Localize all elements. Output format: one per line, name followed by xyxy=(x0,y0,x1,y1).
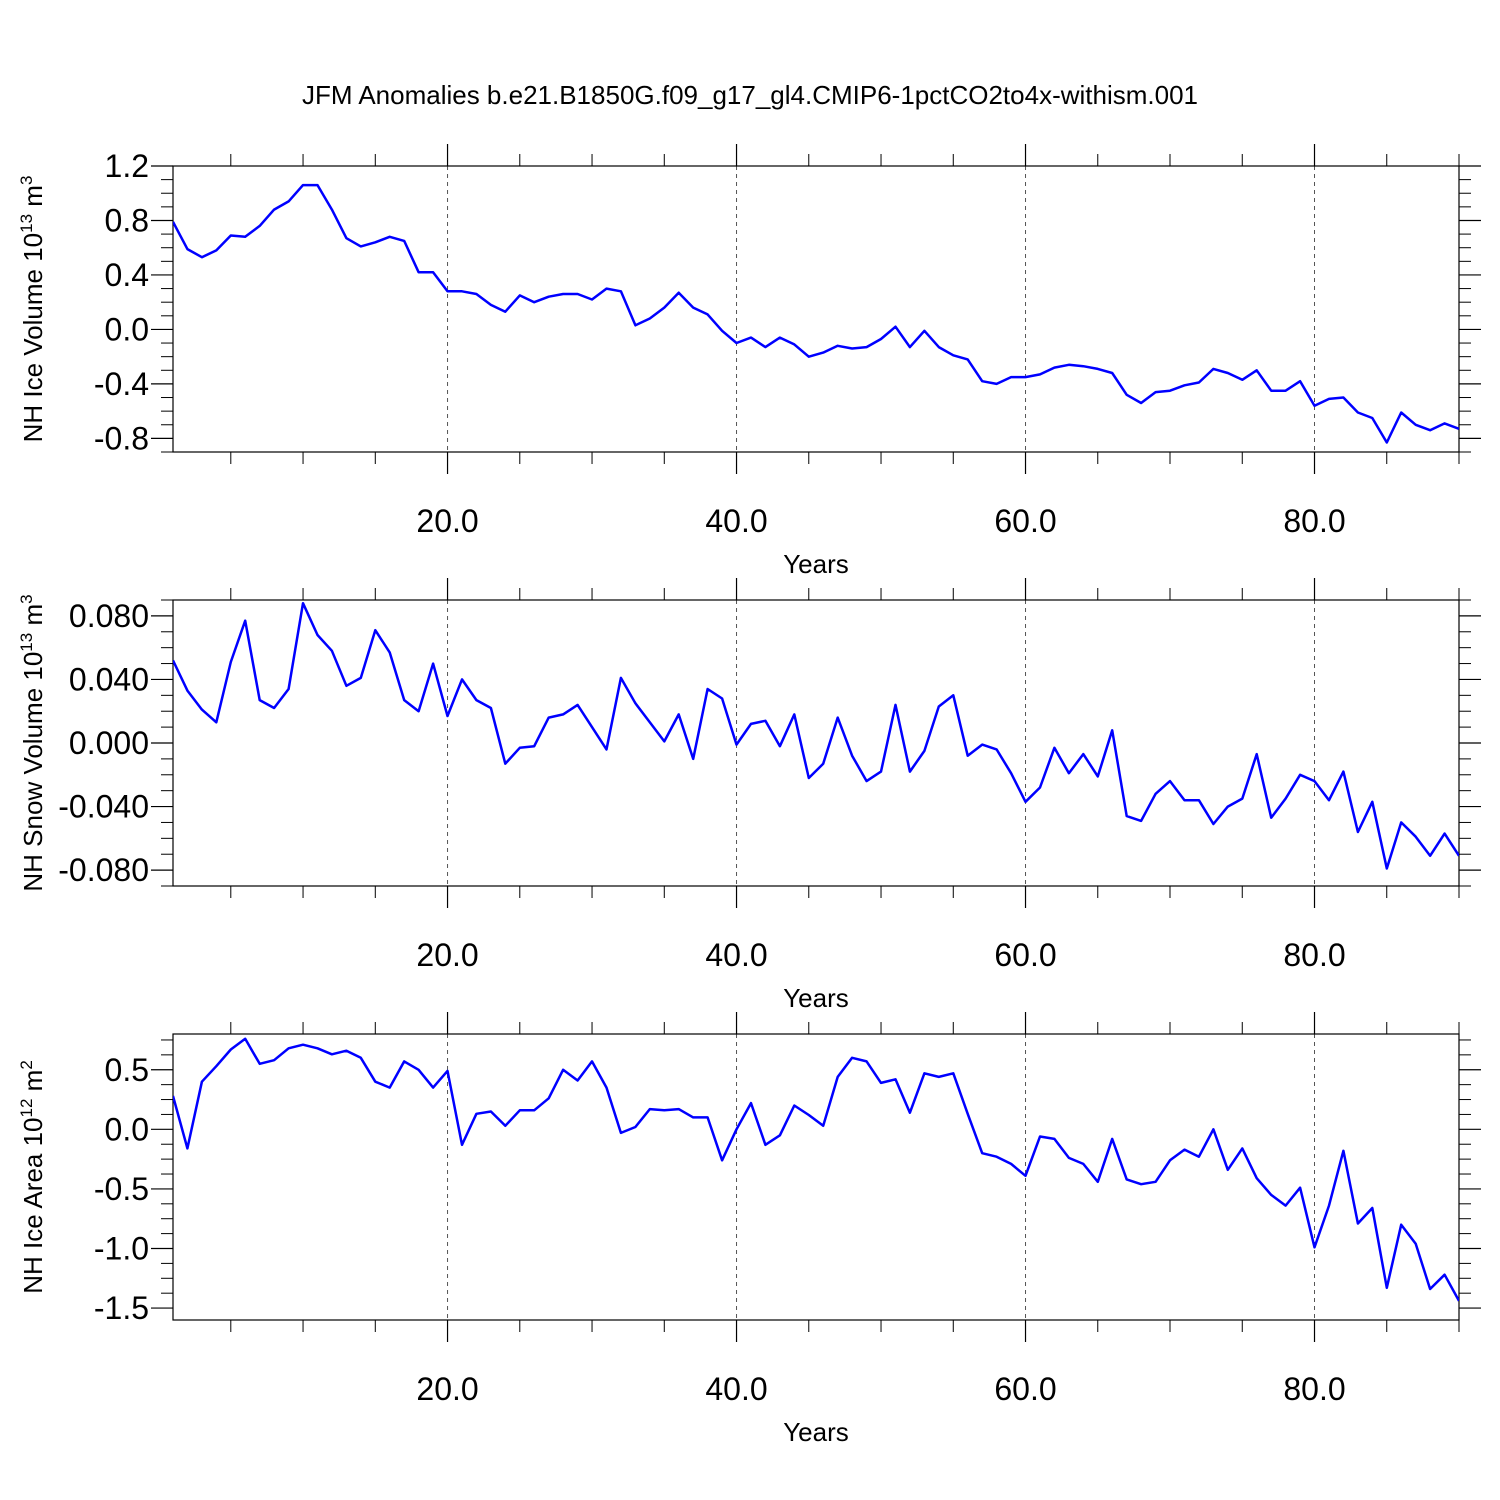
x-tick-label: 40.0 xyxy=(705,937,767,973)
panel-1: 1.2 0.8 0.4 0.0 -0.4 -0.8 20.0 40.0 60.0 80.0 Year… xyxy=(17,144,1481,579)
x-tick-label: 80.0 xyxy=(1283,937,1345,973)
y-tick-label: -0.5 xyxy=(94,1171,149,1207)
y-axis-label-unit-exp: 2 xyxy=(17,1060,36,1069)
y-axis-label-unit: m xyxy=(18,1070,48,1099)
y-tick-label: 0.8 xyxy=(105,202,149,238)
y-axis-label-text: NH Ice Volume 10 xyxy=(18,233,48,443)
x-axis-label: Years xyxy=(783,549,849,579)
panel-3: 0.5 0.0 -0.5 -1.0 -1.5 20.0 40.0 60.0 80.0 Years N… xyxy=(17,1012,1481,1447)
y-tick-label: 0.5 xyxy=(105,1052,149,1088)
plot-frame xyxy=(172,1033,1460,1321)
panels: 1.20.80.40.0-0.4-0.820.0 40.0 60.0 80.0Year… xyxy=(17,144,1481,1447)
y-axis-label: NH Snow Volume 1013 m3 xyxy=(17,594,48,891)
y-tick-label: 1.2 xyxy=(105,148,149,184)
y-tick-label: -1.0 xyxy=(94,1231,149,1267)
y-tick-label: -0.080 xyxy=(58,852,149,888)
y-axis-label-exp: 13 xyxy=(17,214,36,233)
y-tick-label: -0.8 xyxy=(94,420,149,456)
y-axis-label-unit-exp: 3 xyxy=(17,176,36,185)
y-axis-label: NH Ice Volume 1013 m3 xyxy=(17,176,48,443)
x-tick-label: 40.0 xyxy=(705,503,767,539)
y-axis-label-unit: m xyxy=(18,604,48,633)
y-tick-label: 0.080 xyxy=(69,598,149,634)
x-tick-label: 80.0 xyxy=(1283,503,1345,539)
y-axis-label-unit: m xyxy=(18,185,48,214)
y-axis-label-text: NH Ice Area 10 xyxy=(18,1117,48,1293)
y-tick-label: -1.5 xyxy=(94,1290,149,1326)
x-tick-label: 20.0 xyxy=(416,1371,478,1407)
y-axis-label-exp: 13 xyxy=(17,633,36,652)
y-axis-label-exp: 12 xyxy=(17,1099,36,1118)
y-tick-label: 0.0 xyxy=(105,1111,149,1147)
x-tick-label: 40.0 xyxy=(705,1371,767,1407)
x-tick-label: 20.0 xyxy=(416,937,478,973)
series-line xyxy=(173,183,1459,444)
y-tick-label: 0.000 xyxy=(69,725,149,761)
x-tick-label: 80.0 xyxy=(1283,1371,1345,1407)
y-axis-label-unit-exp: 3 xyxy=(17,594,36,603)
figure-title: JFM Anomalies b.e21.B1850G.f09_g17_gl4.C… xyxy=(302,80,1198,110)
x-tick-label: 60.0 xyxy=(994,503,1056,539)
y-axis-label-text: NH Snow Volume 10 xyxy=(18,652,48,892)
y-tick-label: 0.040 xyxy=(69,661,149,697)
x-tick-label: 20.0 xyxy=(416,503,478,539)
y-tick-label: -0.040 xyxy=(58,789,149,825)
plot-frame xyxy=(172,599,1460,887)
y-tick-label: 0.0 xyxy=(105,311,149,347)
x-axis-label: Years xyxy=(783,983,849,1013)
series-line xyxy=(173,601,1459,870)
x-tick-label: 60.0 xyxy=(994,937,1056,973)
plot-frame xyxy=(172,165,1460,453)
y-axis-label: NH Ice Area 1012 m2 xyxy=(17,1060,48,1294)
y-tick-label: -0.4 xyxy=(94,366,149,402)
x-tick-label: 60.0 xyxy=(994,1371,1056,1407)
panel-2: 0.080 0.040 0.000 -0.040 -0.080 20.0 40.0 60.0 8… xyxy=(17,578,1481,1013)
y-tick-label: 0.4 xyxy=(105,257,149,293)
x-axis-label: Years xyxy=(783,1417,849,1447)
series-line xyxy=(173,1037,1459,1302)
